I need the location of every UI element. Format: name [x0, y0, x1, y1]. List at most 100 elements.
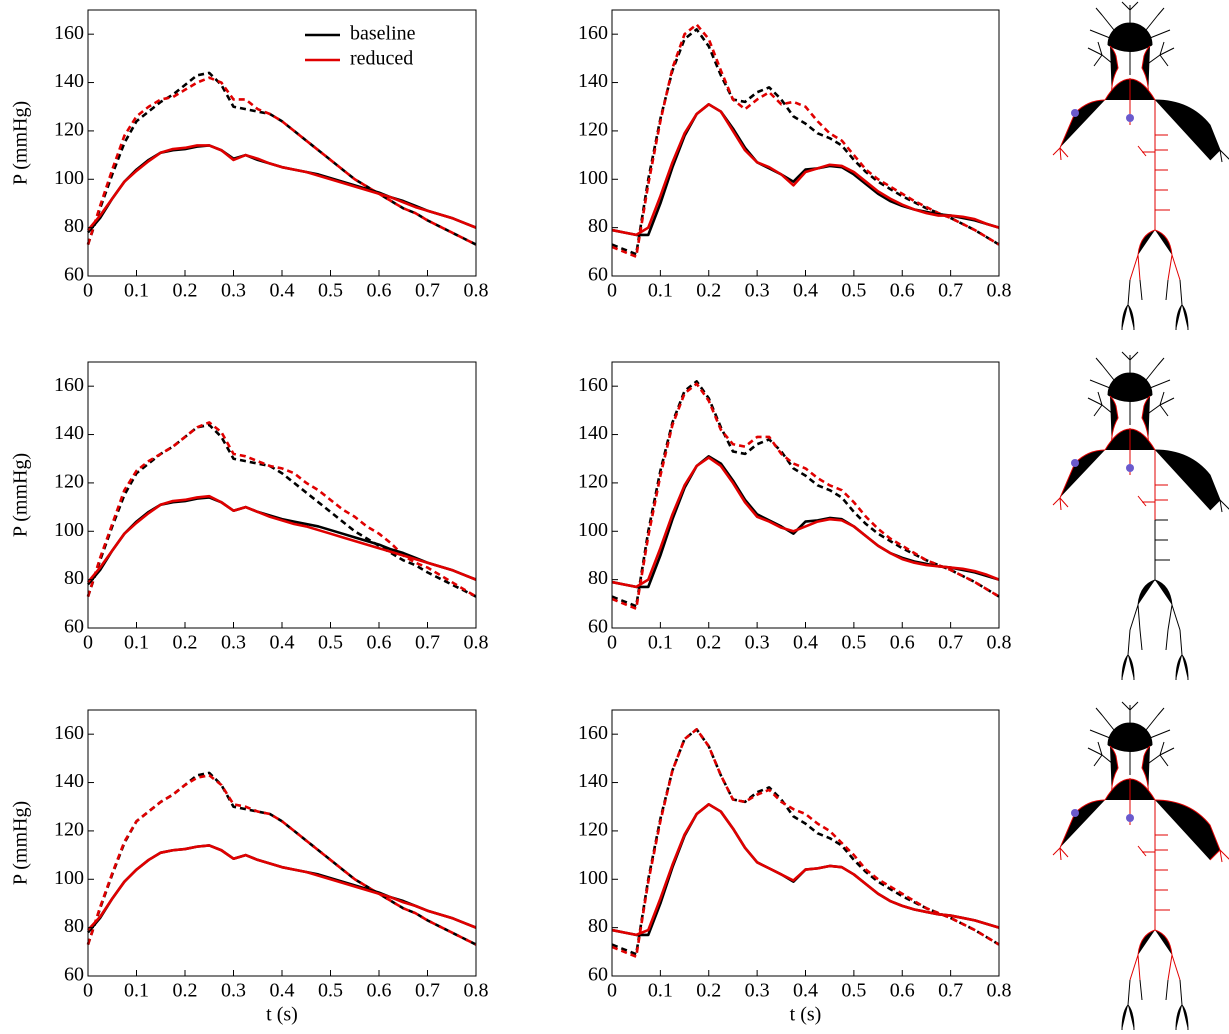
series-line	[87, 144, 477, 231]
x-axis-label: t (s)	[266, 1004, 298, 1026]
x-tick-label: 0.3	[745, 980, 770, 1002]
x-tick-label: 0.4	[270, 980, 295, 1002]
x-tick-label: 0.2	[696, 632, 721, 654]
x-tick-label: 0.7	[938, 280, 963, 302]
y-tick-label: 140	[54, 770, 84, 792]
arterial-tree	[1052, 351, 1229, 681]
x-tick-label: 0.8	[987, 632, 1012, 654]
y-tick-label: 160	[54, 722, 84, 744]
series-line	[86, 773, 477, 946]
y-axis-label: P (mmHg)	[10, 101, 32, 185]
x-tick-label: 0.6	[367, 280, 392, 302]
y-tick-label: 160	[578, 374, 608, 396]
arterial-tree	[1052, 1, 1229, 331]
y-tick-label: 100	[578, 167, 608, 189]
x-tick-label: 0.4	[793, 980, 818, 1002]
plot-frame	[611, 9, 1000, 277]
x-tick-label: 0.8	[987, 280, 1012, 302]
x-tick-label: 0.1	[124, 980, 149, 1002]
x-tick-label: 0.1	[648, 280, 673, 302]
x-tick-label: 0.2	[173, 980, 198, 1002]
y-tick-label: 60	[588, 616, 608, 638]
y-tick-label: 120	[54, 819, 84, 841]
y-tick-label: 160	[578, 22, 608, 44]
series-line	[611, 456, 1000, 589]
x-tick-label: 0	[83, 280, 93, 302]
series-line	[87, 494, 477, 583]
x-tick-label: 0.4	[270, 280, 295, 302]
series-line	[611, 803, 1000, 937]
y-axis-label: P (mmHg)	[10, 801, 32, 885]
x-tick-label: 0.7	[938, 632, 963, 654]
x-tick-label: 0.6	[890, 632, 915, 654]
y-tick-label: 60	[64, 964, 84, 986]
y-tick-label: 140	[578, 770, 608, 792]
x-tick-label: 0.4	[270, 632, 295, 654]
x-tick-label: 0.3	[745, 632, 770, 654]
x-tick-label: 0	[607, 280, 617, 302]
series-line	[86, 421, 477, 598]
y-tick-label: 80	[588, 567, 608, 589]
x-tick-label: 0.6	[367, 980, 392, 1002]
y-tick-label: 140	[54, 70, 84, 92]
y-tick-label: 160	[54, 22, 84, 44]
y-tick-label: 140	[54, 422, 84, 444]
y-tick-label: 100	[54, 519, 84, 541]
series-line	[611, 728, 1000, 958]
x-tick-label: 0.3	[221, 980, 246, 1002]
measurement-site	[1126, 464, 1134, 472]
y-tick-label: 80	[588, 215, 608, 237]
x-tick-label: 0.3	[221, 280, 246, 302]
measurement-site	[1071, 809, 1079, 817]
x-tick-label: 0.5	[318, 632, 343, 654]
y-tick-label: 60	[588, 964, 608, 986]
y-tick-label: 160	[578, 722, 608, 744]
series-line	[611, 103, 1000, 237]
series-line	[87, 844, 477, 931]
x-tick-label: 0.2	[696, 280, 721, 302]
x-tick-label: 0.5	[841, 280, 866, 302]
x-tick-label: 0.8	[464, 980, 489, 1002]
x-tick-label: 0.8	[464, 632, 489, 654]
x-tick-label: 0.4	[793, 280, 818, 302]
series-line	[611, 728, 1000, 956]
plot-frame	[87, 9, 477, 277]
y-tick-label: 120	[54, 471, 84, 493]
y-tick-label: 120	[578, 119, 608, 141]
y-tick-label: 100	[54, 867, 84, 889]
legend-label: reduced	[350, 48, 413, 70]
x-tick-label: 0.1	[648, 980, 673, 1002]
measurement-site	[1126, 814, 1134, 822]
y-tick-label: 120	[578, 819, 608, 841]
x-tick-label: 0.3	[221, 632, 246, 654]
series-line	[611, 382, 1000, 610]
x-tick-label: 0.2	[696, 980, 721, 1002]
y-axis-label: P (mmHg)	[10, 453, 32, 537]
y-tick-label: 140	[578, 70, 608, 92]
x-tick-label: 0.7	[938, 980, 963, 1002]
measurement-site	[1126, 114, 1134, 122]
y-tick-label: 60	[64, 616, 84, 638]
x-tick-label: 0.6	[890, 980, 915, 1002]
x-tick-label: 0	[607, 632, 617, 654]
measurement-site	[1071, 459, 1079, 467]
x-tick-label: 0.5	[841, 632, 866, 654]
series-line	[87, 844, 477, 934]
y-tick-label: 100	[578, 519, 608, 541]
series-line	[86, 771, 477, 946]
plot-frame	[611, 709, 1000, 977]
plot-frame	[87, 361, 477, 629]
y-tick-label: 80	[64, 215, 84, 237]
series-line	[86, 423, 477, 598]
y-tick-label: 160	[54, 374, 84, 396]
x-tick-label: 0.8	[987, 980, 1012, 1002]
y-tick-label: 60	[64, 264, 84, 286]
x-tick-label: 0.7	[415, 980, 440, 1002]
x-tick-label: 0.4	[793, 632, 818, 654]
x-tick-label: 0.1	[124, 632, 149, 654]
x-axis-label: t (s)	[790, 1004, 822, 1026]
x-tick-label: 0.2	[173, 632, 198, 654]
y-tick-label: 80	[588, 915, 608, 937]
x-tick-label: 0.1	[648, 632, 673, 654]
